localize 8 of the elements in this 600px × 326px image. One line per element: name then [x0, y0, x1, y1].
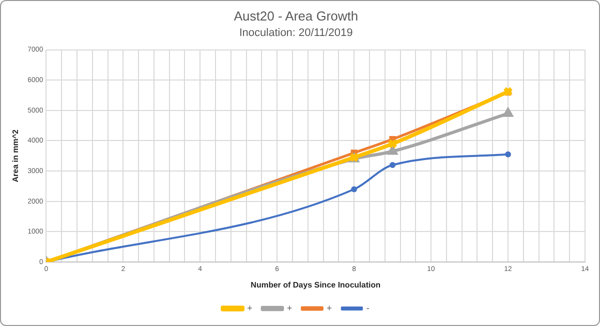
legend-label: - [366, 302, 370, 313]
legend-label: + [286, 302, 292, 313]
chart-subtitle: Inoculation: 20/11/2019 [239, 27, 353, 40]
legend-label: + [247, 302, 252, 313]
y-axis-title: Area in mm^2 [11, 129, 20, 182]
x-axis-title: Number of Days Since Inoculation [250, 280, 381, 290]
legend-label: + [326, 302, 332, 313]
chart-title: Aust20 - Area Growth [234, 8, 358, 24]
